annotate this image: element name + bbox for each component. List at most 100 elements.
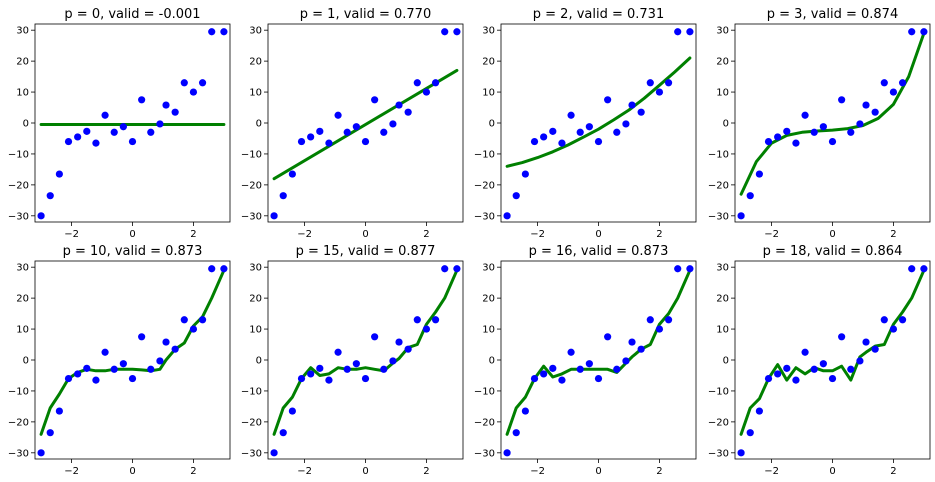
data-point [655, 325, 664, 333]
y-tick-label: 10 [716, 88, 729, 99]
data-point [856, 357, 864, 365]
data-point [74, 133, 82, 141]
data-point [540, 133, 548, 141]
data-point [371, 96, 379, 104]
data-point [898, 79, 907, 87]
data-point [737, 449, 745, 457]
data-point [819, 360, 827, 368]
axes-frame [734, 23, 931, 223]
data-point [594, 137, 603, 146]
data-point [171, 345, 179, 353]
data-point [567, 111, 575, 119]
data-point [189, 88, 198, 96]
data-point [389, 120, 397, 128]
data-point [585, 123, 593, 131]
data-point [156, 357, 164, 365]
data-point [530, 374, 539, 383]
y-tick-label: 10 [249, 325, 262, 336]
x-tick-label: 2 [890, 229, 896, 240]
data-point [74, 370, 82, 378]
axes-frame [500, 23, 697, 223]
fit-line [739, 31, 926, 196]
data-point [920, 28, 928, 36]
data-point [801, 111, 809, 119]
data-point [847, 128, 855, 136]
y-tick-label: 20 [16, 294, 29, 305]
data-point [208, 28, 216, 36]
y-tick-label: −20 [474, 417, 495, 428]
data-point [746, 429, 754, 437]
x-tick-label: −2 [64, 466, 79, 477]
subplot-title: p = 1, valid = 0.770 [300, 7, 431, 22]
y-tick-label: −20 [708, 417, 729, 428]
data-point [325, 139, 333, 147]
data-point [64, 137, 73, 146]
y-tick-label: −30 [708, 211, 729, 222]
x-tick-label: −2 [764, 466, 779, 477]
y-tick-label: 10 [16, 88, 29, 99]
data-point [156, 120, 164, 128]
data-point [774, 133, 782, 141]
data-point [380, 365, 388, 373]
data-point [792, 139, 800, 147]
y-tick-label: 20 [249, 57, 262, 68]
x-tick-label: 0 [829, 466, 835, 477]
data-point [503, 449, 511, 457]
data-point [343, 365, 351, 373]
data-point [880, 316, 888, 324]
data-point [208, 265, 216, 273]
data-point [171, 108, 179, 116]
y-tick-label: 0 [23, 119, 29, 130]
x-tick-label: 0 [595, 466, 601, 477]
subplot-title: p = 0, valid = -0.001 [64, 7, 200, 22]
data-point [576, 365, 584, 373]
data-point [147, 365, 155, 373]
y-tick-label: −10 [241, 149, 262, 160]
data-point [453, 28, 461, 36]
x-tick-label: 2 [890, 466, 896, 477]
data-point [361, 137, 370, 146]
axes-frame [34, 260, 231, 460]
data-point [46, 192, 54, 200]
data-point [737, 212, 745, 220]
fit-line [739, 268, 926, 436]
y-tick-label: −20 [8, 417, 29, 428]
y-tick-label: 30 [249, 26, 262, 37]
x-tick-label: 2 [656, 466, 662, 477]
y-tick-label: 20 [16, 57, 29, 68]
x-tick-label: 2 [190, 229, 196, 240]
y-tick-label: 30 [482, 26, 495, 37]
data-point [92, 376, 100, 384]
data-point [558, 376, 566, 384]
data-point [380, 128, 388, 136]
y-tick-label: 0 [489, 119, 495, 130]
data-point [180, 316, 188, 324]
data-point [847, 365, 855, 373]
subplot-title: p = 10, valid = 0.873 [63, 244, 203, 259]
data-point [686, 265, 694, 273]
y-tick-label: 20 [482, 294, 495, 305]
data-point [613, 365, 621, 373]
y-tick-label: 10 [482, 325, 495, 336]
y-tick-label: −10 [8, 149, 29, 160]
data-point [810, 365, 818, 373]
data-point [441, 28, 449, 36]
fit-line [505, 268, 692, 436]
data-point [422, 88, 431, 96]
subplot-title: p = 16, valid = 0.873 [529, 244, 669, 259]
data-point [110, 365, 118, 373]
y-tick-label: −30 [241, 448, 262, 459]
subplot-title: p = 18, valid = 0.864 [763, 244, 903, 259]
data-point [334, 111, 342, 119]
x-tick-label: 2 [423, 229, 429, 240]
y-tick-label: −10 [241, 386, 262, 397]
data-point [119, 123, 127, 131]
data-point [441, 265, 449, 273]
data-point [352, 360, 360, 368]
data-point [828, 137, 837, 146]
data-point [764, 374, 773, 383]
